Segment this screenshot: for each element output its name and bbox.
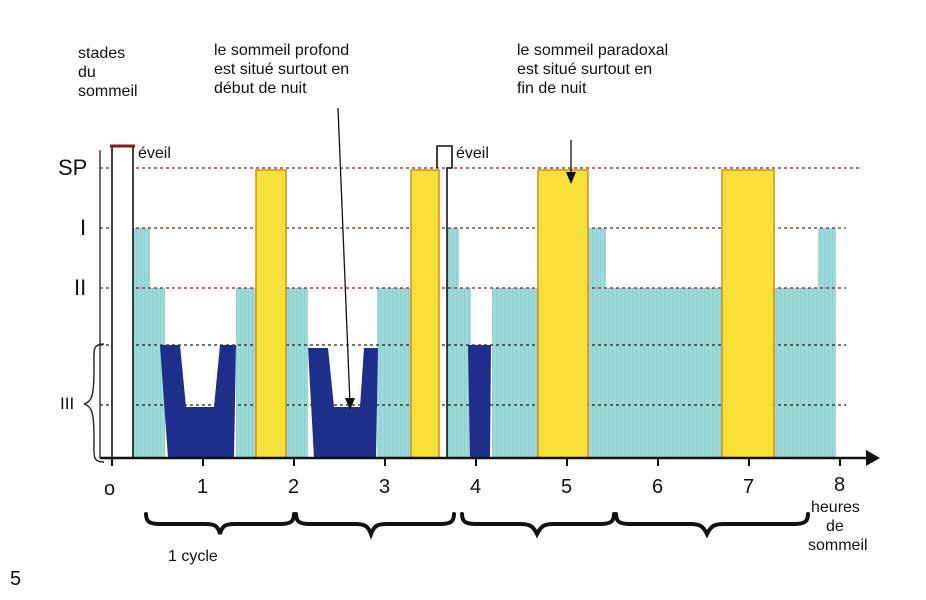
deep-sleep-note-line-2: est situé surtout en xyxy=(214,61,350,78)
y-axis-title-line-3: sommeil xyxy=(78,83,138,100)
paradoxical-bar-1 xyxy=(255,169,287,459)
x-tick-label-2: 2 xyxy=(288,476,300,498)
x-tick-label-1: 1 xyxy=(197,476,209,498)
wake-bar-2 xyxy=(436,145,453,458)
light-sleep-band xyxy=(774,288,822,458)
deep-sleep-arrow-line xyxy=(337,107,351,405)
x-axis-title-line-1: heures xyxy=(811,499,860,516)
deep-sleep-block-3 xyxy=(468,345,491,458)
x-axis-title-line-3: sommeil xyxy=(808,537,868,554)
deep-sleep-note-line-3: début de nuit xyxy=(214,80,307,97)
paradoxical-arrow-head xyxy=(566,172,576,184)
paradoxical-sleep-bars xyxy=(255,169,775,459)
wake-label-1: éveil xyxy=(138,145,171,162)
paradoxical-note-line-1: le sommeil paradoxal xyxy=(517,42,669,59)
light-sleep-area xyxy=(132,228,836,458)
wake-label-2: éveil xyxy=(456,145,489,162)
axes xyxy=(99,150,880,466)
cycle-braces xyxy=(144,512,810,540)
light-sleep-band xyxy=(377,288,411,458)
light-sleep-band xyxy=(286,288,308,458)
paradoxical-note-line-2: est situé surtout en xyxy=(517,61,653,78)
cycle-label: 1 cycle xyxy=(168,548,218,565)
paradoxical-bar-3 xyxy=(537,169,589,459)
deep-sleep-blocks xyxy=(160,345,491,458)
light-sleep-band xyxy=(492,288,538,458)
wake-bar-1 xyxy=(111,145,134,458)
x-tick-label-7: 7 xyxy=(743,476,755,498)
light-sleep-band xyxy=(236,288,256,458)
light-sleep-band xyxy=(588,228,606,288)
cycle-brace-4 xyxy=(614,512,810,539)
cycle-brace-3 xyxy=(460,512,616,539)
deep-sleep-note-line-1: le sommeil profond xyxy=(214,42,350,59)
x-tick-marks xyxy=(111,458,841,466)
cycle-brace-2 xyxy=(294,512,456,540)
x-tick-label-3: 3 xyxy=(379,476,391,498)
stage-label-i: I xyxy=(80,215,87,240)
y-axis-title-line-1: stades xyxy=(78,45,126,62)
wake-bars xyxy=(110,144,453,458)
x-tick-label-6: 6 xyxy=(652,476,664,498)
stage-label-ii: II xyxy=(74,275,87,300)
x-tick-label-5: 5 xyxy=(561,476,573,498)
annotation-arrows xyxy=(337,107,576,410)
x-axis-title-line-2: de xyxy=(826,518,844,535)
light-sleep-band xyxy=(457,288,471,458)
figure-number: 5 xyxy=(10,568,22,590)
stage-iii-brace xyxy=(83,343,105,463)
paradoxical-bar-4 xyxy=(721,169,775,459)
x-axis-arrow xyxy=(866,450,880,466)
x-tick-label-8: 8 xyxy=(834,474,846,496)
light-sleep-band xyxy=(145,288,165,458)
light-sleep-band xyxy=(447,228,459,458)
deep-sleep-block-1 xyxy=(160,345,236,458)
light-sleep-band xyxy=(588,288,722,458)
x-tick-label-4: 4 xyxy=(470,476,482,498)
stage-label-sp: SP xyxy=(58,155,88,180)
deep-sleep-block-2 xyxy=(308,348,378,458)
paradoxical-bar-2 xyxy=(410,169,440,459)
stage-label-iii: III xyxy=(60,394,75,413)
deep-sleep-arrow-head xyxy=(345,398,355,410)
paradoxical-note-line-3: fin de nuit xyxy=(517,80,587,97)
cycle-brace-1 xyxy=(144,512,296,535)
x-origin-label: o xyxy=(104,478,116,500)
y-axis-title-line-2: du xyxy=(78,64,96,81)
light-sleep-band xyxy=(818,228,836,458)
